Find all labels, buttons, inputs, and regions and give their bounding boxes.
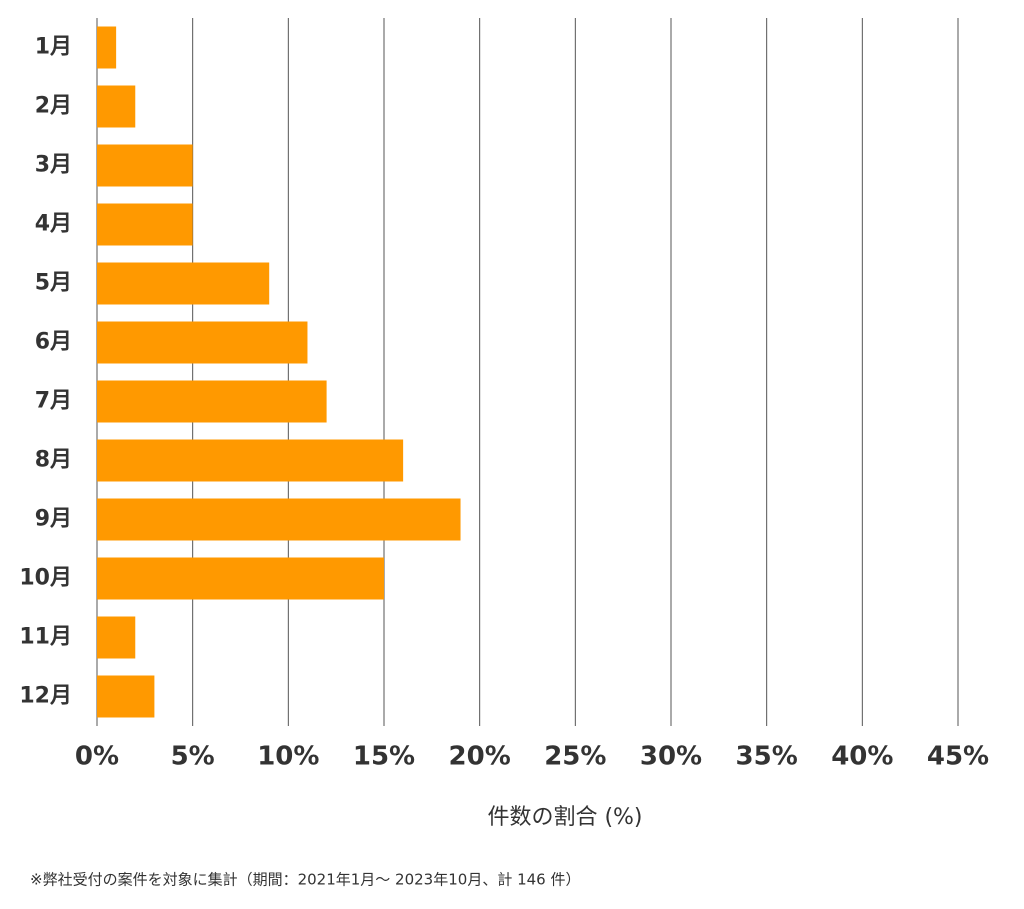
bar bbox=[97, 675, 155, 718]
y-tick-label: 4月 bbox=[35, 212, 72, 237]
y-tick-label: 12月 bbox=[19, 684, 72, 709]
y-tick-label: 2月 bbox=[35, 94, 72, 119]
bar bbox=[97, 321, 308, 364]
x-tick-label: 0% bbox=[75, 742, 119, 772]
y-tick-label: 1月 bbox=[35, 35, 72, 60]
y-tick-label: 3月 bbox=[35, 153, 72, 178]
bar bbox=[97, 439, 404, 482]
bar bbox=[97, 203, 193, 246]
x-tick-label: 40% bbox=[831, 742, 893, 772]
bar bbox=[97, 616, 136, 659]
x-tick-label: 5% bbox=[171, 742, 215, 772]
x-tick-label: 30% bbox=[640, 742, 702, 772]
bar bbox=[97, 85, 136, 128]
bar bbox=[97, 557, 384, 600]
x-tick-label: 25% bbox=[544, 742, 606, 772]
bar bbox=[97, 380, 327, 423]
y-tick-label: 10月 bbox=[19, 566, 72, 591]
x-tick-label: 20% bbox=[449, 742, 511, 772]
bar bbox=[97, 26, 117, 69]
y-tick-label: 7月 bbox=[35, 389, 72, 414]
y-tick-label: 11月 bbox=[19, 625, 72, 650]
y-tick-label: 8月 bbox=[35, 448, 72, 473]
y-tick-label: 5月 bbox=[35, 271, 72, 296]
x-tick-label: 10% bbox=[257, 742, 319, 772]
y-tick-label: 6月 bbox=[35, 330, 72, 355]
x-tick-label: 45% bbox=[927, 742, 989, 772]
footnote: ※弊社受付の案件を対象に集計（期間：2021年1月～ 2023年10月、計 14… bbox=[30, 871, 580, 889]
x-tick-label: 35% bbox=[736, 742, 798, 772]
bar bbox=[97, 498, 461, 541]
x-axis-label: 件数の割合 (%) bbox=[487, 805, 642, 830]
bar bbox=[97, 144, 193, 187]
x-tick-label: 15% bbox=[353, 742, 415, 772]
bar bbox=[97, 262, 270, 305]
y-tick-label: 9月 bbox=[35, 507, 72, 532]
